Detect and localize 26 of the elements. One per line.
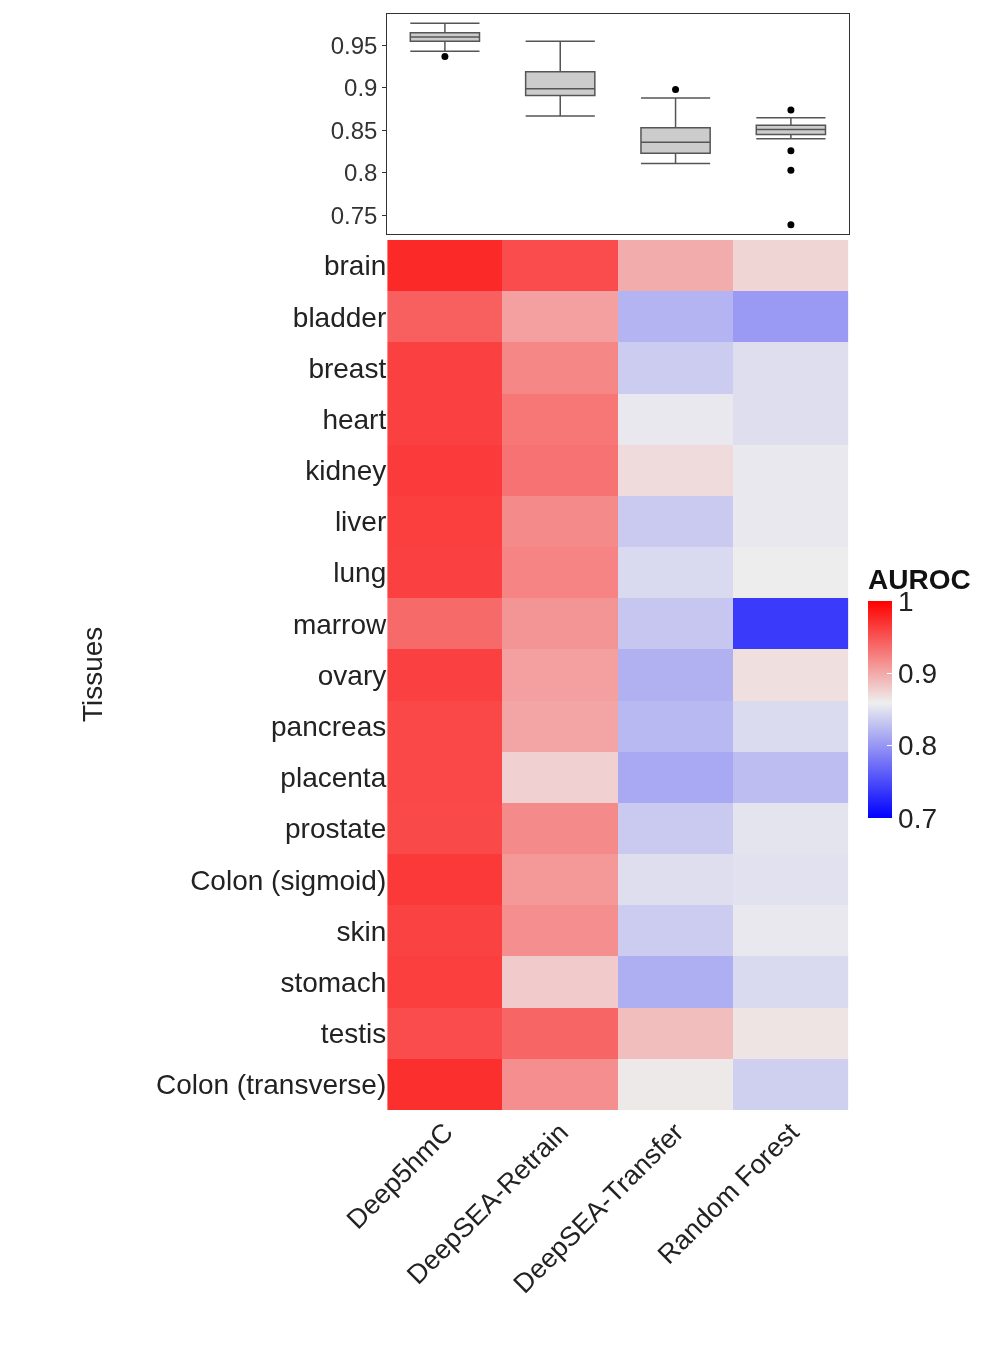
y-tick-label: Colon (sigmoid) [190, 864, 387, 896]
y-tick-label: placenta [280, 762, 387, 794]
y-tick-label: ovary [317, 659, 387, 691]
y-tick-label: brain [323, 250, 387, 282]
y-tick-label: heart [322, 403, 387, 435]
color-bar-label: 0.7 [898, 802, 938, 834]
y-tick-label: marrow [292, 608, 387, 640]
y-tick-label: skin [336, 915, 387, 947]
y-tick-label: 0.95 [330, 31, 378, 59]
y-tick-label: 0.9 [344, 74, 378, 102]
y-tick-label: stomach [280, 966, 387, 998]
y-tick-label: prostate [285, 813, 387, 845]
y-tick-label: 0.8 [344, 159, 378, 187]
y-tick-label: breast [308, 352, 387, 384]
y-tick-label: testis [320, 1018, 387, 1050]
y-tick-label: kidney [305, 455, 387, 487]
y-tick-label: bladder [292, 301, 387, 333]
y-tick-label: 0.85 [330, 116, 378, 144]
y-tick-label: liver [334, 506, 387, 538]
color-bar-label: 0.8 [898, 730, 938, 762]
y-axis-title: Tissues [77, 626, 109, 723]
y-tick-label: pancreas [271, 710, 387, 742]
y-tick-label: 0.75 [330, 201, 378, 229]
y-tick-label: lung [333, 557, 387, 589]
y-tick-label: Colon (transverse) [155, 1069, 387, 1101]
color-bar-label: 0.9 [898, 658, 938, 690]
